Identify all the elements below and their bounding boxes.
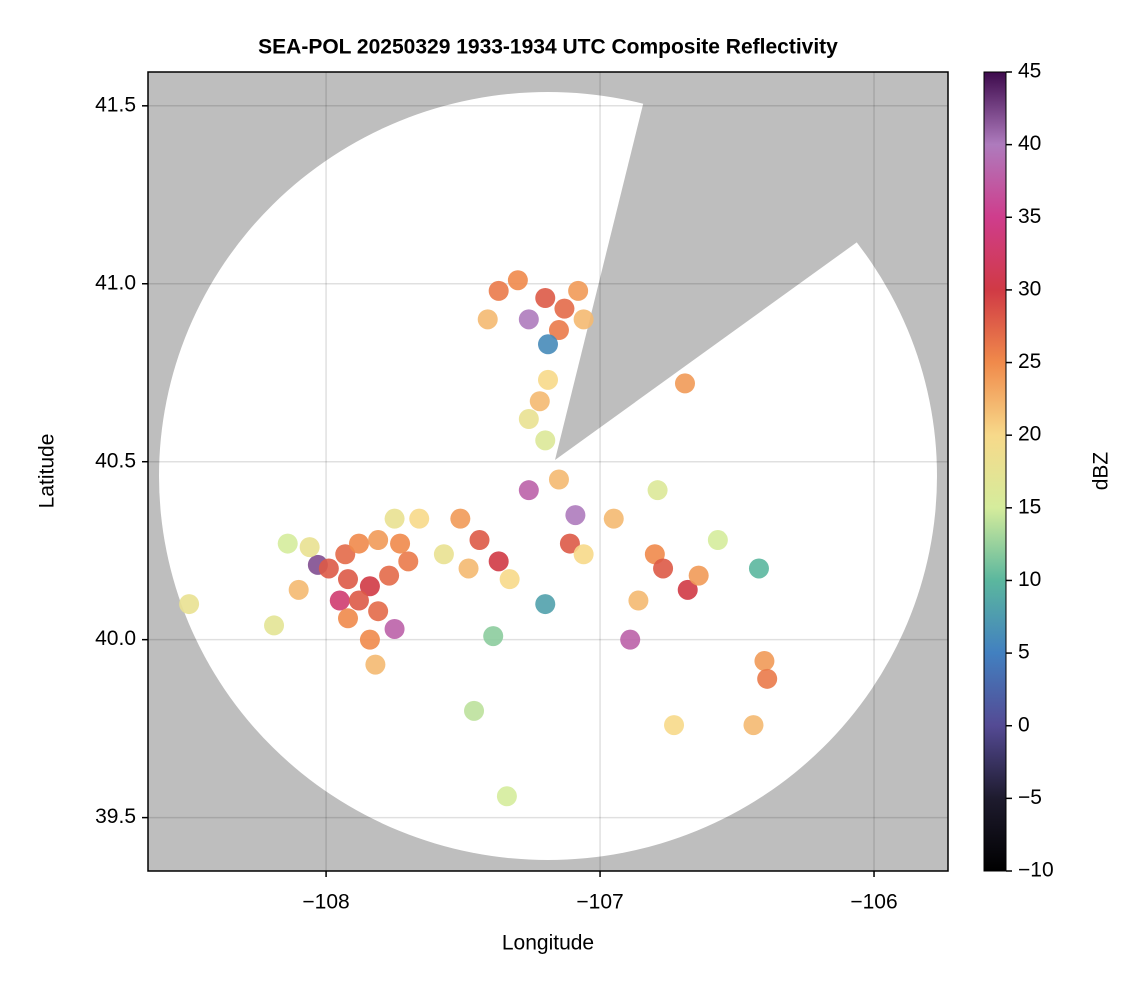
echo-cell xyxy=(628,590,649,611)
echo-cell xyxy=(338,569,358,590)
colorbar-tick-label: 25 xyxy=(1018,350,1041,373)
y-axis-label: Latitude xyxy=(36,434,59,509)
echo-cell xyxy=(384,508,405,529)
echo-cell xyxy=(384,618,405,639)
colorbar-tick-label: 0 xyxy=(1018,713,1030,736)
echo-cell xyxy=(299,537,320,558)
colorbar-tick-label: 35 xyxy=(1018,205,1041,228)
echo-cell xyxy=(450,508,471,529)
echo-cell xyxy=(554,298,575,319)
echo-cell xyxy=(559,533,580,554)
echo-cell xyxy=(488,280,509,301)
y-tick-label: 39.5 xyxy=(95,805,136,828)
chart-title: SEA-POL 20250329 1933-1934 UTC Composite… xyxy=(258,36,838,59)
echo-cell xyxy=(409,508,430,529)
echo-cell xyxy=(707,530,728,551)
colorbar-tick-label: 15 xyxy=(1018,495,1041,518)
echo-cell xyxy=(674,373,695,394)
echo-cell xyxy=(529,391,550,412)
echo-cell xyxy=(288,579,309,600)
colorbar-tick-label: 10 xyxy=(1018,568,1041,591)
echo-cell xyxy=(338,608,358,629)
x-tick-label: −106 xyxy=(850,891,897,914)
echo-cell xyxy=(603,508,624,529)
colorbar-tick-label: 40 xyxy=(1018,132,1041,155)
echo-cell xyxy=(277,533,298,554)
echo-cell xyxy=(647,480,668,501)
echo-cell xyxy=(757,668,778,689)
echo-cell xyxy=(348,533,369,554)
echo-cell xyxy=(359,629,380,650)
echo-cell xyxy=(264,615,285,636)
colorbar-tick-label: 45 xyxy=(1018,60,1041,83)
echo-cell xyxy=(464,700,485,721)
echo-cell xyxy=(318,558,339,579)
echo-cell xyxy=(565,505,586,526)
echo-cell xyxy=(573,544,594,565)
echo-cell xyxy=(573,309,594,330)
colorbar xyxy=(983,71,1007,872)
echo-cell xyxy=(499,569,520,590)
echo-cell xyxy=(664,715,685,736)
y-tick-label: 40.5 xyxy=(95,449,136,472)
echo-cell xyxy=(688,565,709,586)
echo-cell xyxy=(548,320,569,341)
echo-cell xyxy=(535,594,556,615)
echo-cell xyxy=(390,533,411,554)
echo-cell xyxy=(483,626,504,647)
y-tick-label: 41.0 xyxy=(95,271,136,294)
echo-cell xyxy=(433,544,454,565)
echo-cell xyxy=(477,309,498,330)
echo-cell xyxy=(535,287,556,308)
plot-frame xyxy=(147,71,949,872)
echo-cell xyxy=(538,334,558,355)
echo-cell xyxy=(359,576,380,597)
echo-cell xyxy=(754,651,775,672)
echo-cell xyxy=(677,579,698,600)
echo-cell xyxy=(496,786,517,807)
echo-cell xyxy=(458,558,479,579)
y-tick-label: 40.0 xyxy=(95,627,136,650)
echo-cell xyxy=(365,654,386,675)
plot-area xyxy=(148,72,948,871)
echo-cell xyxy=(518,409,539,430)
echo-cell xyxy=(398,551,419,572)
x-tick-label: −108 xyxy=(302,891,349,914)
echo-cell xyxy=(379,565,400,586)
echo-cell xyxy=(538,369,558,390)
echo-cell xyxy=(179,594,200,615)
echo-cell xyxy=(518,309,539,330)
x-axis-label: Longitude xyxy=(502,932,594,955)
echo-cell xyxy=(548,469,569,490)
echo-cell xyxy=(368,530,389,551)
echo-cell xyxy=(620,629,641,650)
colorbar-tick-label: 20 xyxy=(1018,423,1041,446)
echo-cell xyxy=(348,590,369,611)
colorbar-label: dBZ xyxy=(1090,452,1113,491)
echo-cell xyxy=(653,558,674,579)
echo-cell xyxy=(507,270,528,291)
echo-cell xyxy=(535,430,556,451)
y-tick-label: 41.5 xyxy=(95,93,136,116)
echo-cell xyxy=(743,715,764,736)
echo-cell xyxy=(368,601,389,622)
colorbar-tick-label: 5 xyxy=(1018,641,1030,664)
echo-cell xyxy=(488,551,509,572)
x-tick-label: −107 xyxy=(576,891,623,914)
echo-cell xyxy=(748,558,769,579)
colorbar-tick-label: 30 xyxy=(1018,277,1041,300)
colorbar-tick-label: −5 xyxy=(1018,786,1042,809)
echo-cell xyxy=(329,590,350,611)
echo-cell xyxy=(335,544,356,565)
echo-cell xyxy=(518,480,539,501)
echo-cell xyxy=(469,530,490,551)
colorbar-tick-label: −10 xyxy=(1018,859,1054,882)
echo-cell xyxy=(568,280,589,301)
blocked-sector xyxy=(555,72,948,460)
